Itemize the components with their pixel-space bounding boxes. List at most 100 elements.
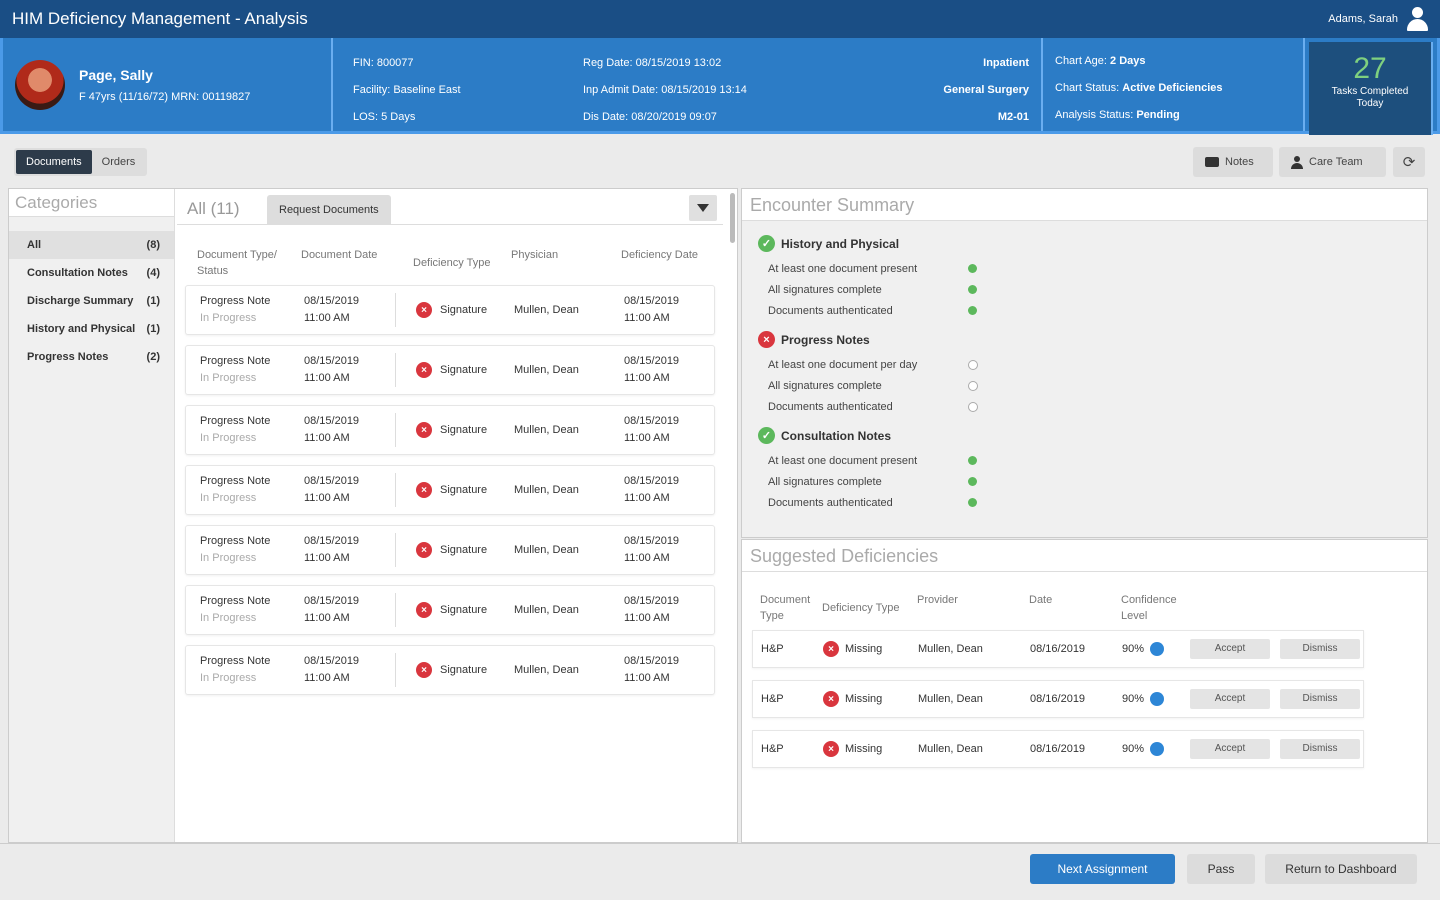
category-item[interactable]: Progress Notes (2): [9, 343, 174, 371]
document-row[interactable]: Progress Note In Progress 08/15/2019 11:00 …: [185, 405, 715, 455]
encounter-summary-title: Encounter Summary: [742, 189, 1427, 221]
user-name: Adams, Sarah: [1328, 13, 1398, 25]
suggested-table-header: Document Type Deficiency Type Provider D…: [742, 572, 1427, 630]
tab-request-documents[interactable]: Request Documents: [267, 195, 391, 225]
deficiency-time: 11:00 AM: [624, 612, 670, 624]
criterion-label: All signatures complete: [768, 475, 882, 488]
document-date: 08/15/2019: [304, 355, 360, 367]
document-date-cell: 08/15/2019 11:00 AM: [304, 533, 396, 567]
unmet-dot-icon: [968, 401, 978, 412]
return-to-dashboard-button[interactable]: Return to Dashboard: [1265, 854, 1417, 884]
deficiency-type: Signature: [440, 303, 488, 316]
analysis-status: Analysis Status: Pending: [1055, 109, 1180, 121]
refresh-button[interactable]: ⟳: [1393, 147, 1425, 177]
document-time: 11:00 AM: [304, 432, 350, 444]
category-item[interactable]: All (8): [9, 231, 174, 259]
accept-button[interactable]: Accept: [1190, 689, 1270, 709]
tab-orders[interactable]: Orders: [101, 156, 136, 168]
met-dot-icon: [968, 477, 977, 486]
document-date: 08/15/2019: [304, 475, 360, 487]
category-item[interactable]: History and Physical (1): [9, 315, 174, 343]
deficiency-x-icon: ×: [416, 542, 432, 558]
document-type: Progress Note: [200, 535, 271, 547]
encounter-group: × Progress Notes At least one document per…: [758, 331, 1411, 417]
encounter-group-name: History and Physical: [781, 236, 900, 251]
category-item[interactable]: Consultation Notes (4): [9, 259, 174, 287]
deficiency-x-icon: ×: [416, 482, 432, 498]
next-assignment-button[interactable]: Next Assignment: [1030, 854, 1175, 884]
patient-name: Page, Sally: [79, 66, 153, 83]
document-row[interactable]: Progress Note In Progress 08/15/2019 11:00 …: [185, 285, 715, 335]
deficiency-cell: × Signature: [396, 422, 514, 439]
suggested-date: 08/16/2019: [1030, 643, 1086, 655]
confidence-cell: 90%: [1122, 742, 1190, 756]
document-date: 08/15/2019: [304, 415, 360, 427]
dismiss-button[interactable]: Dismiss: [1280, 739, 1360, 759]
tasks-completed-count: 27: [1353, 52, 1387, 85]
document-row[interactable]: Progress Note In Progress 08/15/2019 11:00 …: [185, 345, 715, 395]
dismiss-button[interactable]: Dismiss: [1280, 689, 1360, 709]
document-type-cell: Progress Note In Progress: [200, 533, 304, 567]
analysis-panel: Encounter Summary ✓ History and Physical A…: [741, 188, 1428, 843]
deficiency-date-cell: 08/15/2019 11:00 AM: [624, 473, 714, 507]
chat-icon: [1205, 157, 1219, 167]
category-label: Progress Notes: [27, 351, 109, 363]
tab-all-documents[interactable]: All (11): [187, 199, 240, 218]
filter-icon: [697, 204, 709, 212]
encounter-group-title: ✓ Consultation Notes: [758, 427, 1411, 444]
pass-button[interactable]: Pass: [1187, 854, 1255, 884]
document-row[interactable]: Progress Note In Progress 08/15/2019 11:00 …: [185, 645, 715, 695]
accept-cell: Accept: [1190, 739, 1280, 759]
document-type-cell: Progress Note In Progress: [200, 593, 304, 627]
filter-button[interactable]: [689, 195, 717, 221]
suggested-doc-type: H&P: [761, 743, 784, 755]
physician: Mullen, Dean: [514, 483, 579, 496]
deficiency-date: 08/15/2019: [624, 355, 680, 367]
patient-identity: Page, Sally F 47yrs (11/16/72) MRN: 0011…: [3, 38, 333, 131]
document-row[interactable]: Progress Note In Progress 08/15/2019 11:00 …: [185, 465, 715, 515]
fin: FIN: 800077: [353, 57, 414, 69]
unit: M2-01: [997, 111, 1029, 123]
document-list-scrollbar[interactable]: [730, 193, 735, 243]
category-count: (4): [146, 267, 160, 279]
accept-button[interactable]: Accept: [1190, 739, 1270, 759]
criterion-label: Documents authenticated: [768, 304, 893, 317]
deficiency-type: Signature: [440, 423, 488, 436]
deficiency-date: 08/15/2019: [624, 475, 680, 487]
document-type-cell: Progress Note In Progress: [200, 353, 304, 387]
dismiss-cell: Dismiss: [1280, 639, 1360, 659]
document-time: 11:00 AM: [304, 672, 350, 684]
deficiency-time: 11:00 AM: [624, 432, 670, 444]
encounter-group-name: Consultation Notes: [781, 428, 891, 443]
check-circle-icon: ✓: [758, 235, 775, 252]
accept-cell: Accept: [1190, 639, 1280, 659]
care-team-button[interactable]: Care Team: [1279, 147, 1386, 177]
suggested-deficiency: Missing: [845, 743, 883, 755]
document-row[interactable]: Progress Note In Progress 08/15/2019 11:00 …: [185, 585, 715, 635]
document-row[interactable]: Progress Note In Progress 08/15/2019 11:00 …: [185, 525, 715, 575]
suggested-deficiency-cell: × Missing: [823, 641, 918, 657]
category-label: Discharge Summary: [27, 295, 134, 307]
suggested-date: 08/16/2019: [1030, 693, 1086, 705]
suggested-deficiency-cell: × Missing: [823, 741, 918, 757]
dismiss-button[interactable]: Dismiss: [1280, 639, 1360, 659]
tasks-completed-label: Tasks Completed Today: [1331, 86, 1409, 109]
document-tabs: All (11) Request Documents: [177, 189, 723, 225]
deficiency-date-cell: 08/15/2019 11:00 AM: [624, 593, 714, 627]
document-date-cell: 08/15/2019 11:00 AM: [304, 593, 396, 627]
document-list: All (11) Request Documents Document Type…: [177, 189, 735, 842]
tab-documents[interactable]: Documents: [16, 150, 92, 174]
user-menu[interactable]: Adams, Sarah: [1328, 7, 1428, 31]
suggested-row: H&P × Missing Mullen, Dean 08/16/2019 90% Acce…: [752, 680, 1364, 718]
app-titlebar: HIM Deficiency Management - Analysis Ada…: [0, 0, 1440, 38]
criterion-label: Documents authenticated: [768, 496, 893, 509]
encounter-criterion: Documents authenticated: [758, 492, 1411, 513]
category-item[interactable]: Discharge Summary (1): [9, 287, 174, 315]
accept-button[interactable]: Accept: [1190, 639, 1270, 659]
accept-cell: Accept: [1190, 689, 1280, 709]
deficiency-x-icon: ×: [416, 302, 432, 318]
confidence-dot-icon: [1150, 742, 1165, 756]
dismiss-cell: Dismiss: [1280, 689, 1360, 709]
notes-button[interactable]: Notes: [1193, 147, 1273, 177]
document-status: In Progress: [200, 492, 257, 504]
